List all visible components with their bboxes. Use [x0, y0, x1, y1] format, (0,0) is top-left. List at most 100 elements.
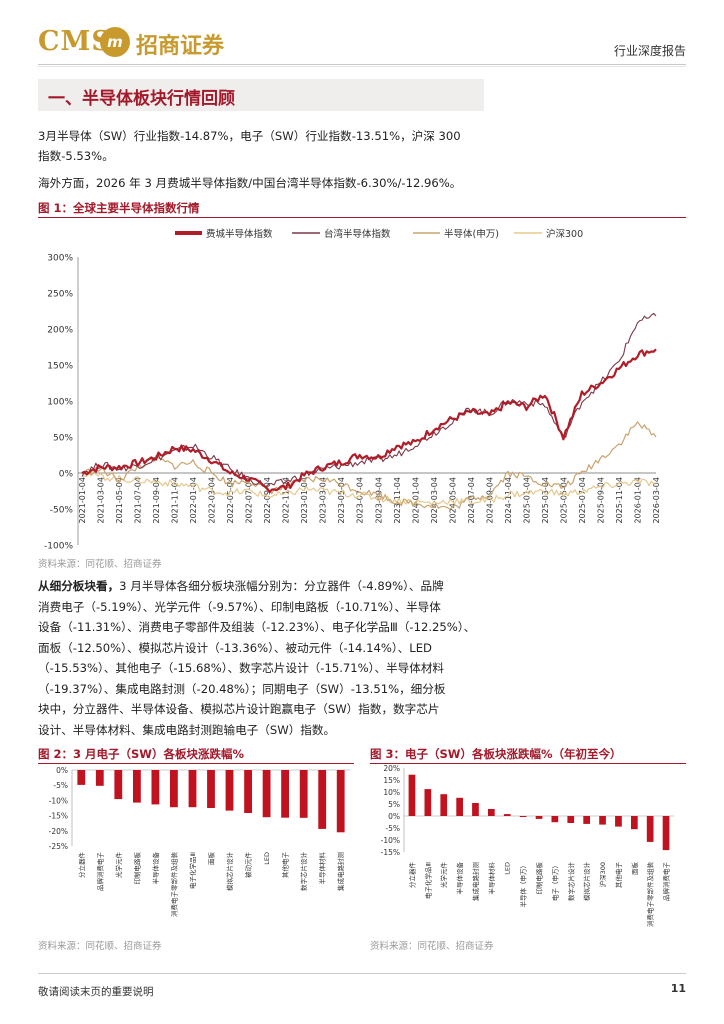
- y-tick-label: -50%: [50, 506, 74, 516]
- figure-2-chart: -25% -20% -15% -10% -5% 0% 分立器件 品牌消费电子 光学元件 印制电路板…: [49, 766, 350, 918]
- bar: [170, 770, 178, 808]
- figure-1-rule: [38, 217, 686, 218]
- bar: [281, 770, 289, 818]
- x-tick-label: 2021-07-04: [134, 477, 143, 524]
- category-label: 模拟芯片设计: [225, 852, 234, 892]
- figure-1-caption: 图 1：全球主要半导体指数行情: [38, 201, 200, 215]
- x-tick-label: 2025-11-04: [615, 477, 624, 524]
- x-tick-label: 2024-11-04: [504, 477, 513, 524]
- bar: [535, 816, 543, 819]
- category-label: 电子化学品Ⅲ: [188, 852, 197, 889]
- y-tick-label: -20%: [49, 827, 68, 836]
- section-title-box: [38, 79, 484, 111]
- body-line-1: 从细分板块看，3 月半导体各细分板块涨幅分别为：分立器件（-4.89%）、品牌: [38, 576, 688, 597]
- bar: [262, 770, 271, 818]
- bar: [503, 814, 511, 816]
- bar: [488, 809, 495, 816]
- bar: [662, 816, 670, 851]
- y-tick-label: -100%: [44, 542, 73, 552]
- bar: [615, 816, 622, 827]
- bar: [133, 770, 141, 803]
- x-tick-label: 2023-05-04: [337, 477, 346, 524]
- bar: [440, 794, 448, 816]
- y-tick-label: 20%: [383, 764, 400, 773]
- category-label: 电子（申万）: [550, 862, 559, 901]
- category-label: 分立器件: [407, 862, 416, 889]
- category-label: 面板: [207, 852, 216, 866]
- x-tick-label: 2025-05-04: [559, 477, 568, 524]
- y-tick-label: -15%: [49, 812, 68, 821]
- bar: [95, 770, 104, 786]
- series-line-3: [81, 471, 657, 506]
- x-tick-label: 2023-03-04: [319, 477, 328, 524]
- y-tick-label: 0%: [56, 766, 68, 775]
- x-tick-label: 2025-01-04: [522, 477, 531, 524]
- category-label: 消费电子零部件及组装: [169, 852, 178, 918]
- y-tick-label: 0%: [388, 812, 400, 821]
- header-divider: [38, 64, 686, 65]
- y-tick-label: -10%: [49, 796, 68, 805]
- x-tick-label: 2023-07-04: [356, 477, 365, 524]
- category-label: 品牌消费电子: [662, 862, 671, 902]
- x-tick-label: 2023-01-04: [300, 477, 309, 524]
- category-label: 集成电路封测: [336, 852, 345, 892]
- category-label: 面板: [630, 862, 639, 876]
- bar: [646, 816, 654, 842]
- y-tick-label: 200%: [47, 326, 73, 336]
- y-tick-label: 100%: [47, 398, 73, 408]
- y-tick-label: -10%: [381, 836, 400, 845]
- x-tick-label: 2024-03-04: [430, 477, 439, 524]
- legend-label-sox: 费城半导体指数: [206, 228, 273, 240]
- footer-divider: [38, 973, 686, 974]
- figure-3-rule: [370, 763, 686, 764]
- section-title: 一、半导体板块行情回顾: [48, 89, 235, 109]
- report-type: 行业深度报告: [613, 44, 686, 58]
- x-tick-label: 2026-01-04: [633, 477, 642, 524]
- x-tick-label: 2022-01-04: [189, 477, 198, 524]
- category-label: 印制电路板: [132, 852, 141, 885]
- x-tick-label: 2025-07-04: [578, 477, 587, 524]
- figure-3-chart: -15%-10%-5%0%5%10%15%20%分立器件 电子化学品Ⅲ 光学元件 半导…: [381, 764, 674, 927]
- figure-2-caption: 图 2：3 月电子（SW）各板块涨跌幅%: [38, 747, 244, 761]
- x-tick-label: 2021-11-04: [171, 477, 180, 524]
- x-tick-label: 2026-03-04: [652, 477, 661, 524]
- body-line-4: 面板（-12.50%）、模拟芯片设计（-13.36%）、被动元件（-14.14%…: [38, 640, 432, 655]
- category-label: 沪深300: [598, 862, 607, 887]
- x-tick-label: 2024-07-04: [467, 477, 476, 524]
- series-line-0: [81, 348, 657, 494]
- x-tick-label: 2024-01-04: [411, 477, 420, 524]
- y-tick-label: 5%: [388, 800, 400, 809]
- y-tick-label: 0%: [59, 470, 74, 480]
- y-tick-label: -25%: [49, 842, 68, 851]
- x-tick-label: 2022-03-04: [208, 477, 217, 524]
- bar: [583, 816, 590, 824]
- category-label: LED: [263, 852, 271, 865]
- y-tick-label: 10%: [383, 788, 400, 797]
- x-tick-label: 2025-03-04: [541, 477, 550, 524]
- x-tick-label: 2021-01-04: [78, 477, 87, 524]
- bar: [519, 816, 527, 817]
- category-label: 半导体（申万）: [519, 862, 528, 908]
- x-tick-label: 2022-07-04: [245, 477, 254, 524]
- bar: [567, 816, 575, 823]
- category-label: 模拟芯片设计: [582, 862, 591, 902]
- category-label: 电子化学品Ⅲ: [423, 862, 432, 899]
- body-paragraph: 从细分板块看，3 月半导体各细分板块涨幅分别为：分立器件（-4.89%）、品牌 …: [38, 576, 688, 740]
- category-label: 光学元件: [114, 852, 123, 879]
- category-label: 其他电子: [281, 852, 290, 879]
- x-tick-label: 2024-09-04: [485, 477, 494, 524]
- body-lead: 从细分板块看，: [38, 579, 120, 593]
- y-tick-label: 15%: [383, 776, 400, 785]
- bar: [77, 770, 86, 785]
- intro-line-1b: 指数-5.53%。: [38, 149, 114, 163]
- y-tick-label: -5%: [385, 824, 400, 833]
- body-line-1-text: 3 月半导体各细分板块涨幅分别为：分立器件（-4.89%）、品牌: [119, 579, 444, 593]
- figure-3-source: 资料来源：同花顺、招商证券: [370, 941, 494, 952]
- y-tick-label: -15%: [381, 848, 400, 857]
- legend-label-tw: 台湾半导体指数: [324, 228, 391, 240]
- x-tick-label: 2022-11-04: [282, 477, 291, 524]
- x-tick-label: 2024-05-04: [448, 477, 457, 524]
- intro-paragraph-1: 3月半导体（SW）行业指数-14.87%，电子（SW）行业指数-13.51%，沪…: [38, 126, 461, 166]
- intro-paragraph-2: 海外方面，2026 年 3 月费城半导体指数/中国台湾半导体指数-6.30%/-…: [38, 176, 462, 190]
- x-tick-label: 2021-03-04: [97, 477, 106, 524]
